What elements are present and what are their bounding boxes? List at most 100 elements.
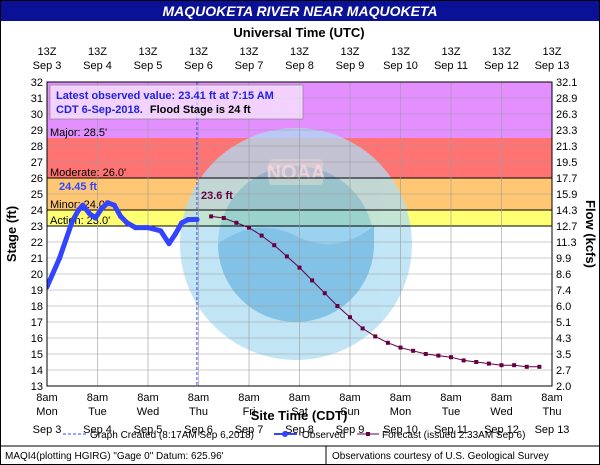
y-tick-label: 20	[31, 269, 43, 281]
x-tick-day: Sat	[291, 406, 308, 418]
x-tick-time: 8am	[541, 392, 562, 404]
flow-tick-label: 32.1	[556, 77, 577, 89]
y-tick-label: 23	[31, 221, 43, 233]
hydrograph-chart: Universal Time (UTC) NOAA Action: 23.0' M…	[1, 25, 599, 464]
top-tick-date: Sep 4	[83, 60, 112, 72]
y-tick-label: 15	[31, 349, 43, 361]
peak-label: 24.45 ft	[59, 181, 97, 193]
forecast-point	[385, 340, 390, 345]
forecast-point	[284, 254, 289, 259]
observed-point	[194, 216, 200, 223]
x-tick-date: Sep 13	[535, 424, 570, 436]
observed-point	[111, 202, 117, 208]
y-tick-label: 32	[31, 77, 43, 89]
observed-point	[179, 220, 185, 226]
forecast-point	[474, 360, 479, 364]
flow-tick-label: 9.9	[556, 253, 571, 265]
x-tick-time: 8am	[289, 392, 310, 404]
x-axis-label: Site Time (CDT)	[251, 408, 348, 423]
flow-tick-label: 17.7	[556, 173, 577, 185]
x-tick-date: Sep 12	[484, 424, 519, 436]
observed-point	[92, 215, 98, 221]
top-tick-time: 13Z	[492, 46, 511, 58]
x-tick-date: Sep 3	[33, 424, 62, 436]
observed-point	[132, 225, 138, 231]
flow-tick-label: 8.6	[556, 269, 571, 281]
flood-label-action: Action: 23.0'	[50, 215, 110, 227]
flood-label-moderate: Moderate: 26.0'	[50, 167, 126, 179]
y-tick-label: 28	[31, 141, 43, 153]
flow-tick-label: 3.5	[556, 349, 571, 361]
forecast-point	[348, 315, 352, 320]
x-tick-day: Mon	[36, 406, 57, 418]
forecast-point	[537, 364, 542, 369]
x-tick-date: Sep 4	[83, 424, 112, 436]
forecast-start-label: 23.6 ft	[201, 190, 233, 202]
x-tick-time: 8am	[339, 392, 360, 404]
y2-axis-label: Flow (kcfs)	[583, 200, 598, 268]
forecast-point	[259, 233, 264, 238]
flow-tick-label: 4.3	[556, 333, 571, 345]
x-tick-date: Sep 9	[336, 424, 365, 436]
top-tick-time: 13Z	[189, 46, 208, 58]
x-tick-date: Sep 7	[235, 424, 264, 436]
flow-tick-label: 26.3	[556, 109, 577, 121]
flow-tick-label: 6.0	[556, 301, 571, 313]
top-tick-date: Sep 12	[484, 60, 519, 72]
y-tick-label: 21	[31, 253, 43, 265]
y-axis-label: Stage (ft)	[4, 206, 19, 262]
top-axis-label: Universal Time (UTC)	[233, 25, 364, 40]
top-tick-time: 13Z	[38, 46, 57, 58]
forecast-point	[436, 353, 441, 358]
x-tick-day: Thu	[189, 406, 208, 418]
flood-stage-text: Flood Stage is 24 ft	[150, 104, 251, 116]
x-tick-date: Sep 11	[434, 424, 468, 436]
x-tick-day: Wed	[490, 406, 512, 418]
forecast-point	[209, 214, 214, 219]
y-tick-label: 26	[31, 173, 43, 185]
top-tick-time: 13Z	[442, 46, 461, 58]
x-tick-date: Sep 6	[184, 424, 213, 436]
x-tick-time: 8am	[440, 392, 461, 404]
svg-text:CDT 6-Sep-2018. Flood: CDT 6-Sep-2018. Flood Stage is 24 ft	[56, 104, 251, 116]
flow-tick-label: 2.7	[556, 365, 571, 377]
y-tick-label: 16	[31, 333, 43, 345]
y-tick-label: 14	[31, 365, 43, 377]
legend-graph-created: Graph Created (8:17AM Sep 6,2018)	[90, 430, 254, 441]
latest-observed-text: Latest observed value: 23.41 ft at 7:15 …	[56, 90, 274, 102]
x-tick-day: Sun	[340, 406, 360, 418]
top-tick-time: 13Z	[341, 46, 360, 58]
top-tick-time: 13Z	[88, 46, 107, 58]
forecast-point	[335, 304, 340, 308]
top-tick-time: 13Z	[391, 46, 410, 58]
flow-tick-label: 7.4	[556, 285, 571, 297]
observed-point	[80, 202, 86, 208]
forecast-point	[512, 363, 517, 368]
forecast-point	[322, 291, 327, 296]
flow-tick-label: 23.3	[556, 125, 577, 137]
forecast-point	[297, 265, 302, 270]
forecast-point	[221, 216, 226, 220]
latest-observed-date: CDT 6-Sep-2018.	[56, 104, 143, 116]
y-tick-label: 29	[31, 125, 43, 137]
noaa-watermark: NOAA	[180, 128, 412, 360]
flow-tick-label: 15.9	[556, 189, 577, 201]
observed-point	[124, 220, 130, 226]
top-tick-date: Sep 8	[285, 60, 314, 72]
forecast-point	[360, 326, 365, 331]
top-tick-date: Sep 11	[434, 60, 468, 72]
flow-tick-label: 19.5	[556, 157, 577, 169]
observed-point	[158, 228, 164, 234]
legend-forecast-marker	[366, 432, 370, 436]
flood-label-major: Major: 28.5'	[50, 127, 107, 139]
observed-point	[47, 284, 50, 290]
x-tick-time: 8am	[36, 392, 57, 404]
flow-tick-label: 2.0	[556, 381, 571, 393]
forecast-point	[310, 278, 315, 283]
observed-point	[166, 241, 172, 247]
y-tick-label: 17	[31, 317, 43, 329]
x-tick-day: Thu	[543, 406, 562, 418]
x-tick-day: Fri	[243, 406, 256, 418]
x-tick-time: 8am	[87, 392, 108, 404]
